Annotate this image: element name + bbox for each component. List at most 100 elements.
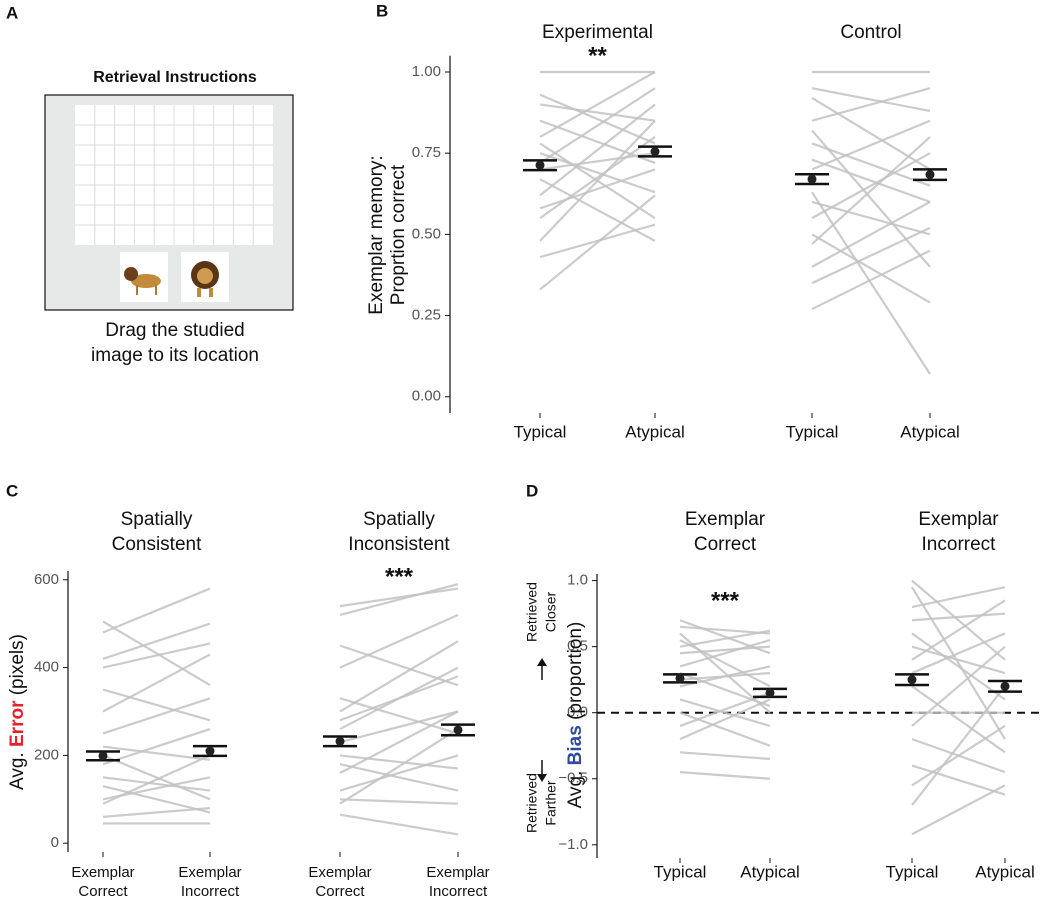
- x-tick-label: Atypical: [975, 862, 1035, 881]
- subject-line: [811, 142, 931, 187]
- subject-line: [539, 168, 656, 210]
- subject-line: [102, 785, 211, 814]
- subject-line: [102, 745, 211, 761]
- direction-label: Farther: [543, 780, 559, 825]
- panel-label: B: [376, 1, 388, 20]
- diagram-title: Retrieval Instructions: [93, 69, 257, 86]
- group-title: Incorrect: [922, 534, 997, 555]
- y-tick-label: 0.00: [412, 388, 441, 405]
- subject-line: [679, 638, 771, 668]
- subject-line: [339, 587, 459, 608]
- group-title: Consistent: [112, 534, 202, 555]
- subject-line: [539, 103, 656, 122]
- group-title: Exemplar: [918, 509, 999, 530]
- subject-line: [911, 645, 1006, 675]
- mean-point: [1000, 681, 1010, 691]
- y-tick-label: 0.25: [412, 307, 441, 324]
- y-tick-label: 400: [34, 659, 59, 676]
- x-tick-label: Exemplar: [426, 864, 489, 881]
- panel-label: C: [6, 481, 18, 500]
- subject-line: [679, 671, 771, 681]
- subject-line: [539, 223, 656, 259]
- subject-line: [911, 645, 1006, 727]
- subject-line: [339, 697, 459, 735]
- subject-line: [811, 136, 931, 245]
- y-tick-label: 0.0: [567, 704, 588, 721]
- subject-line: [339, 640, 459, 713]
- subject-line: [811, 249, 931, 311]
- subject-line: [539, 87, 656, 164]
- subject-line: [102, 642, 211, 669]
- mean-point: [335, 736, 345, 746]
- subject-line: [911, 632, 1006, 675]
- subject-line: [102, 622, 211, 660]
- caption: image to its location: [91, 345, 259, 366]
- mean-point: [535, 160, 545, 170]
- x-tick-label: Exemplar: [178, 864, 241, 881]
- y-axis-label: Avg. Error (pixels): [7, 634, 28, 790]
- mean-point: [807, 174, 817, 184]
- subject-line: [911, 612, 1006, 622]
- mean-point: [675, 673, 685, 683]
- subject-line: [339, 813, 459, 836]
- subject-line: [811, 129, 931, 268]
- subject-line: [811, 200, 931, 268]
- significance: **: [588, 42, 607, 69]
- subject-line: [679, 691, 771, 727]
- subject-line: [339, 728, 459, 805]
- subject-line: [102, 620, 211, 687]
- mean-point: [765, 688, 775, 698]
- subject-line: [339, 710, 459, 744]
- group-title: Spatially: [121, 509, 193, 530]
- significance: ***: [385, 563, 414, 590]
- subject-line: [102, 754, 211, 805]
- subject-line: [911, 586, 1006, 740]
- subject-line: [679, 698, 771, 727]
- x-tick-label: Incorrect: [429, 883, 488, 899]
- subject-line: [539, 136, 656, 220]
- subject-line: [911, 632, 1006, 701]
- subject-line: [339, 583, 459, 616]
- x-tick-label: Exemplar: [308, 864, 371, 881]
- mean-point: [205, 746, 215, 756]
- x-tick-label: Atypical: [900, 422, 960, 441]
- subject-line: [102, 728, 211, 766]
- panel-a: A Retrieval Instructions Drag the studie…: [6, 3, 294, 366]
- subject-line: [339, 644, 459, 687]
- subject-line: [539, 194, 656, 291]
- y-axis-label-part: Error: [7, 700, 28, 747]
- subject-line: [539, 142, 656, 220]
- mean-point: [453, 725, 463, 735]
- group-title: Inconsistent: [348, 534, 450, 555]
- subject-line: [339, 798, 459, 805]
- y-tick-label: 0: [51, 834, 59, 851]
- subject-line: [811, 226, 931, 285]
- subject-line: [679, 711, 771, 747]
- y-tick-label: −1.0: [558, 836, 588, 853]
- subject-line: [811, 119, 931, 171]
- y-axis-label-part: (pixels): [7, 634, 28, 701]
- grid: [75, 105, 273, 245]
- group-title: Control: [840, 22, 901, 43]
- x-tick-label: Typical: [886, 862, 939, 881]
- x-tick-label: Correct: [315, 883, 365, 899]
- y-axis-label-part: Avg.: [7, 747, 28, 790]
- y-tick-label: 0.75: [412, 144, 441, 161]
- subject-line: [811, 233, 931, 304]
- subject-line: [811, 87, 931, 113]
- subject-line: [102, 697, 211, 735]
- x-tick-label: Typical: [514, 422, 567, 441]
- subject-line: [102, 776, 211, 792]
- subject-line: [339, 613, 459, 669]
- subject-line: [679, 771, 771, 780]
- x-tick-label: Exemplar: [71, 864, 134, 881]
- y-axis-label-part: (proportion): [565, 622, 586, 726]
- caption: Drag the studied: [105, 320, 244, 341]
- y-tick-label: 0.5: [567, 638, 588, 655]
- subject-line: [339, 754, 459, 792]
- subject-line: [102, 754, 211, 801]
- subject-line: [911, 724, 1006, 787]
- subject-line: [102, 653, 211, 713]
- subject-line: [339, 763, 459, 792]
- subject-line: [811, 200, 931, 236]
